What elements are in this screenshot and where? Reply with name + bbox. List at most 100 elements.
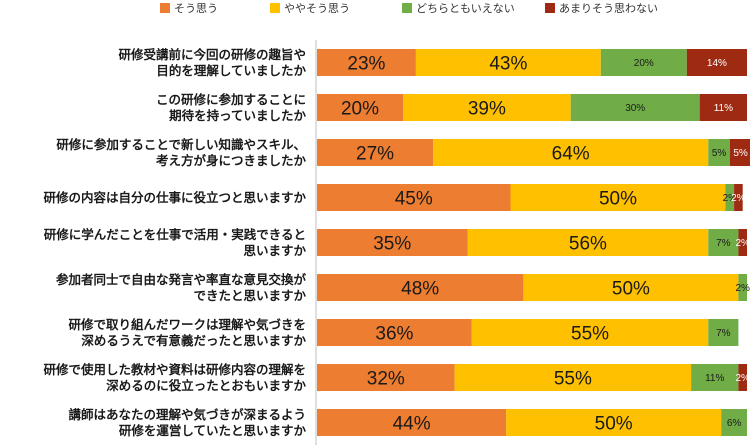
data-label: 36% [375, 324, 413, 345]
bar-segment [570, 94, 700, 121]
bar-segment [433, 139, 709, 166]
bar-segment [738, 229, 747, 256]
data-label: 5% [733, 148, 748, 159]
data-label: 5% [712, 148, 727, 159]
bar-segment [454, 364, 692, 391]
data-label: 2% [723, 193, 738, 204]
legend-label: どちらともいえない [416, 2, 515, 15]
legend-item: どちらともいえない [402, 2, 515, 15]
bar-segment [686, 49, 747, 76]
category-label-line: 期待を持っていましたか [169, 108, 306, 123]
category-label-line: 思いますか [243, 243, 306, 258]
category-label-line: 研修で使用した教材や資料は研修内容の理解を [43, 362, 306, 377]
bar-segment [415, 49, 601, 76]
bar-row: 36% 55% 7% [317, 319, 739, 346]
bar-segment [721, 409, 747, 436]
category-label-line: 研修で取り組んだワークは理解や気づきを [68, 317, 306, 332]
data-label: 45% [395, 189, 433, 210]
data-label: 56% [569, 234, 607, 255]
bar-segment [506, 409, 722, 436]
bar-segment [523, 274, 739, 301]
bar-segment [708, 229, 739, 256]
data-label: 11% [705, 373, 724, 384]
legend-label: あまりそう思わない [559, 2, 658, 15]
legend-item: あまりそう思わない [545, 2, 658, 15]
bar-segment [317, 409, 507, 436]
data-label: 2% [735, 283, 750, 294]
category-label-line: 研修に学んだことを仕事で活用・実践できると [44, 227, 306, 242]
bar-segment [738, 364, 747, 391]
category-label-line: 深めるうえで有意義だったと思いますか [81, 333, 306, 348]
legend-label: そう思う [174, 2, 218, 15]
data-label: 35% [373, 234, 411, 255]
category-label-line: 研修受講前に今回の研修の趣旨や [118, 47, 306, 62]
data-label: 48% [401, 279, 439, 300]
category-label-line: 講師はあなたの理解や気づきが深まるよう [68, 407, 306, 422]
bar-segment [510, 184, 726, 211]
data-label: 23% [347, 54, 385, 75]
bar-segment [317, 94, 403, 121]
data-label: 20% [634, 58, 654, 69]
category-label-line: 考え方が身につきましたか [156, 153, 307, 168]
bar-segment [691, 364, 739, 391]
data-label: 11% [714, 103, 733, 114]
bar-row: 44% 50% 6% [317, 409, 747, 436]
bar-segment [708, 139, 730, 166]
bar-segment [317, 49, 416, 76]
data-label: 2% [735, 373, 750, 384]
bar-segment [467, 229, 709, 256]
category-label-line: 研修の内容は自分の仕事に役立つと思いますか [43, 190, 306, 205]
data-label: 14% [707, 58, 727, 69]
data-label: 32% [367, 369, 405, 390]
bar-segment [317, 184, 511, 211]
data-label: 50% [612, 279, 650, 300]
category-label-line: できたと思いますか [193, 288, 306, 303]
data-label: 2% [735, 238, 750, 249]
category-label-line: 深めるのに役立ったとおもいますか [106, 378, 306, 393]
bar-segment [699, 94, 747, 121]
bar-segment [471, 319, 709, 346]
legend-item: ややそう思う [270, 2, 350, 15]
bar-segment [729, 139, 750, 166]
legend-item: そう思う [160, 2, 218, 15]
bar-segment [317, 139, 434, 166]
data-label: 7% [716, 238, 731, 249]
bar-segment [317, 319, 472, 346]
category-label: 研修の内容は自分の仕事に役立つと思いますか [43, 190, 306, 205]
bar-segment [317, 364, 455, 391]
data-label: 6% [727, 418, 742, 429]
legend-swatch [270, 3, 280, 13]
bar-segment [738, 274, 747, 301]
bars: 23% 43% 20% 14% 20% 39% 30% 11% 27% 64% 5% 5% 45% 50%… [317, 49, 750, 436]
legend-swatch [402, 3, 412, 13]
data-label: 7% [716, 328, 731, 339]
bar-row: 27% 64% 5% 5% [317, 139, 750, 166]
bar-row: 48% 50% 2% [317, 274, 750, 301]
bar-row: 23% 43% 20% 14% [317, 49, 747, 76]
category-label-line: 研修を運営していたと思いますか [119, 423, 307, 438]
data-label: 64% [552, 144, 590, 165]
data-label: 44% [393, 414, 431, 435]
category-labels: 研修受講前に今回の研修の趣旨や目的を理解していましたかこの研修に参加することに期… [43, 47, 306, 438]
data-label: 2% [731, 193, 746, 204]
category-label-line: 研修に参加することで新しい知識やスキル、 [56, 137, 306, 152]
data-label: 27% [356, 144, 394, 165]
data-label: 39% [468, 99, 506, 120]
category-label-line: 参加者同士で自由な発言や率直な意見交換が [56, 272, 307, 287]
data-label: 20% [341, 99, 379, 120]
category-label-line: 目的を理解していましたか [156, 63, 306, 78]
bar-row: 20% 39% 30% 11% [317, 94, 747, 121]
category-label: 研修に参加することで新しい知識やスキル、考え方が身につきましたか [56, 137, 306, 168]
bar-row: 45% 50% 2%2% [317, 184, 746, 211]
bar-segment [317, 229, 468, 256]
bar-segment [734, 184, 743, 211]
bar-segment [725, 184, 735, 211]
legend-swatch [545, 3, 555, 13]
legend: そう思う ややそう思う どちらともいえない あまりそう思わない [160, 2, 658, 15]
